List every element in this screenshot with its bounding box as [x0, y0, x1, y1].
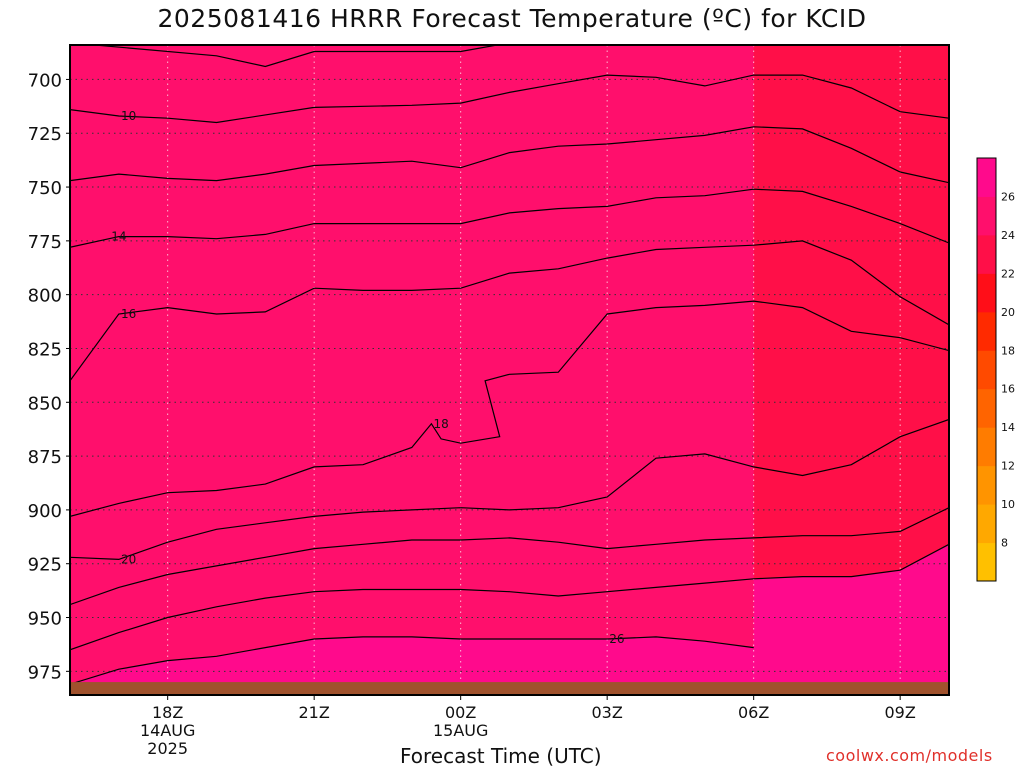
colorbar-swatch: [977, 427, 996, 467]
band-fill-26: [70, 45, 754, 685]
contour-line-8: [88, 45, 501, 68]
colorbar: 8 10 12 14 16 18 20 22 24 26: [976, 157, 1015, 582]
x-tick-label: 06Z: [738, 703, 769, 722]
x-tick-label: 09Z: [885, 703, 916, 722]
colorbar-swatch: [977, 311, 996, 351]
colorbar-swatch: [977, 158, 996, 197]
y-tick-label: 975: [28, 662, 62, 683]
y-tick-label: 950: [28, 609, 62, 630]
colorbar-tick-label: 10: [1001, 498, 1015, 511]
colorbar-tick-label: 12: [1001, 460, 1015, 473]
colorbar-swatch: [977, 465, 996, 505]
colorbar-tick-label: 16: [1001, 383, 1015, 396]
ground-fill: [70, 682, 949, 695]
x-tick-sublabel: 14AUG: [140, 721, 195, 740]
x-tick-label: 03Z: [592, 703, 623, 722]
y-tick-label: 700: [28, 70, 62, 91]
y-tick-label: 725: [28, 124, 62, 145]
contour-label-14: 14: [111, 230, 126, 244]
colorbar-swatch: [977, 196, 996, 236]
contour-line-18: [70, 300, 949, 517]
x-tick-label: 21Z: [299, 703, 330, 722]
y-tick-label: 825: [28, 339, 62, 360]
x-tick-label: 00Z: [445, 703, 476, 722]
contour-label-26: 26: [609, 632, 624, 646]
colorbar-tick-label: 22: [1001, 267, 1015, 280]
y-tick-label: 875: [28, 447, 62, 468]
colorbar-swatch: [977, 388, 996, 428]
colorbar-tick-label: 14: [1001, 421, 1015, 434]
contour-line-16: [70, 240, 949, 382]
chart-title: 2025081416 HRRR Forecast Temperature (ºC…: [157, 4, 867, 33]
colorbar-frame: [976, 157, 997, 582]
colorbar-swatch: [977, 504, 996, 544]
contour-label-18: 18: [433, 417, 448, 431]
contour-line-10: [70, 74, 949, 124]
y-tick-label: 775: [28, 232, 62, 253]
plot-frame: [69, 44, 950, 696]
y-tick-label: 750: [28, 178, 62, 199]
contour-line-26: [70, 636, 754, 685]
colorbar-swatch: [977, 542, 996, 582]
contour-line-12: [70, 126, 949, 184]
colorbar-swatch: [977, 273, 996, 313]
contour-line-24: [70, 543, 949, 651]
colorbar-swatch: [977, 234, 996, 274]
y-tick-label: 925: [28, 555, 62, 576]
x-axis-label: Forecast Time (UTC): [400, 744, 602, 768]
colorbar-swatch: [977, 350, 996, 390]
x-tick-sublabel: 15AUG: [433, 721, 488, 740]
colorbar-tick-label: 8: [1001, 537, 1008, 550]
colorbar-tick-label: 26: [1001, 190, 1015, 203]
contour-label-20: 20: [121, 552, 136, 566]
contour-line-20: [70, 418, 949, 561]
y-tick-label: 900: [28, 501, 62, 522]
colorbar-tick-label: 18: [1001, 344, 1015, 357]
contour-label-10: 10: [121, 109, 136, 123]
contour-label-16: 16: [121, 307, 136, 321]
x-tick-label: 18Z: [152, 703, 183, 722]
contour-line-14: [70, 188, 949, 248]
y-tick-label: 800: [28, 286, 62, 307]
x-tick-sublabel: 2025: [147, 739, 188, 758]
y-tick-label: 850: [28, 393, 62, 414]
colorbar-tick-label: 20: [1001, 306, 1015, 319]
colorbar-tick-label: 24: [1001, 229, 1015, 242]
credit-text: coolwx.com/models: [826, 746, 993, 765]
contour-line-22: [70, 507, 949, 606]
